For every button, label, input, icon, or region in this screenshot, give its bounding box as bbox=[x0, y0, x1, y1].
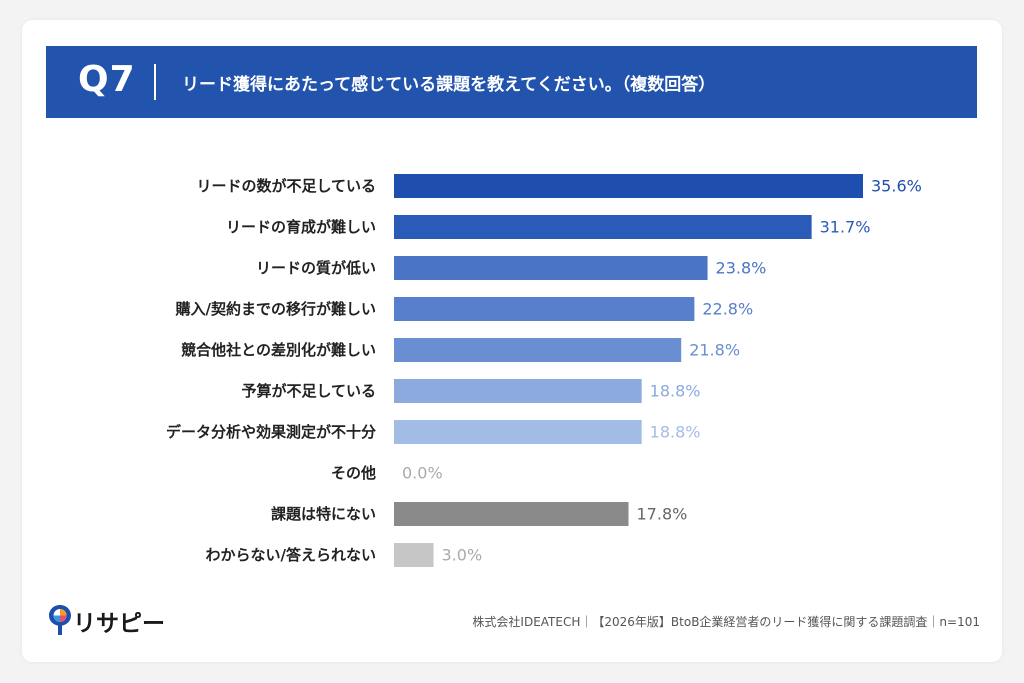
category-label: わからない/答えられない bbox=[206, 546, 376, 564]
value-label: 31.7% bbox=[820, 218, 871, 237]
value-label: 21.8% bbox=[689, 341, 740, 360]
bar bbox=[394, 256, 708, 280]
value-label: 0.0% bbox=[402, 464, 443, 483]
value-label: 18.8% bbox=[650, 423, 701, 442]
value-label: 17.8% bbox=[637, 505, 688, 524]
bar bbox=[394, 174, 863, 198]
category-label: データ分析や効果測定が不十分 bbox=[166, 423, 376, 441]
source-note: 株式会社IDEATECH｜【2026年版】BtoB企業経営者のリード獲得に関する… bbox=[472, 615, 980, 629]
category-label: 購入/契約までの移行が難しい bbox=[175, 300, 376, 318]
category-label: リードの数が不足している bbox=[196, 177, 376, 195]
bar bbox=[394, 379, 642, 403]
category-label: 予算が不足している bbox=[241, 382, 376, 400]
question-banner: Q7 リード獲得にあたって感じている課題を教えてください。（複数回答） bbox=[46, 46, 977, 118]
bar bbox=[394, 338, 682, 362]
bar bbox=[394, 420, 642, 444]
bar bbox=[394, 215, 812, 239]
category-label: リードの質が低い bbox=[256, 259, 376, 277]
bar bbox=[394, 297, 695, 321]
value-label: 3.0% bbox=[442, 546, 483, 565]
category-label: その他 bbox=[331, 464, 376, 482]
logo-text: リサピー bbox=[73, 611, 165, 637]
risapy-logo-icon bbox=[49, 605, 71, 635]
value-label: 18.8% bbox=[650, 382, 701, 401]
question-number: Q7 bbox=[78, 59, 136, 100]
value-label: 35.6% bbox=[871, 177, 922, 196]
category-label: 競合他社との差別化が難しい bbox=[181, 341, 376, 359]
banner-divider bbox=[154, 64, 156, 100]
value-label: 22.8% bbox=[702, 300, 753, 319]
value-label: 23.8% bbox=[716, 259, 767, 278]
bar bbox=[394, 502, 629, 526]
category-label: リードの育成が難しい bbox=[226, 218, 376, 236]
question-text: リード獲得にあたって感じている課題を教えてください。（複数回答） bbox=[182, 75, 716, 95]
category-label: 課題は特にない bbox=[271, 505, 376, 523]
bar bbox=[394, 543, 434, 567]
